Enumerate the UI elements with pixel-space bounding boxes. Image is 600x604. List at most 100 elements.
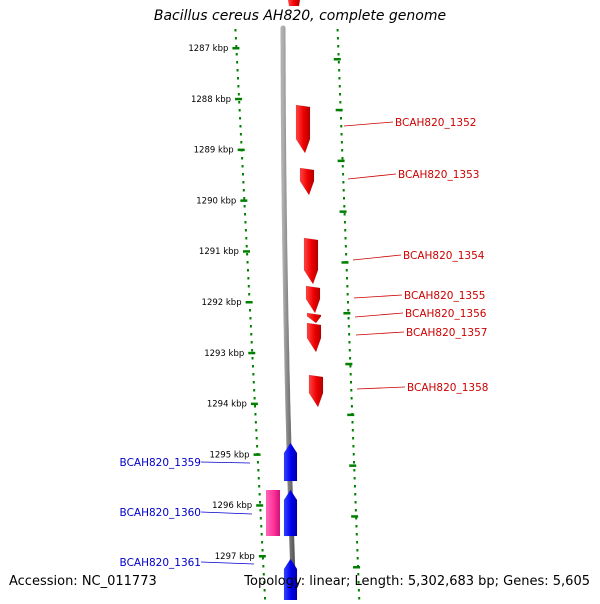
gene-arrow-reverse[interactable] xyxy=(283,489,298,537)
gene-label[interactable]: BCAH820_1356 xyxy=(405,308,487,320)
gene-arrow-forward[interactable] xyxy=(306,322,322,353)
ruler-dot xyxy=(349,373,352,376)
ruler-dot xyxy=(345,253,348,256)
ruler-dot xyxy=(258,485,261,488)
ruler-dot xyxy=(254,405,257,408)
ruler-dot xyxy=(242,189,245,192)
ruler-dot xyxy=(349,365,352,368)
ruler-dot xyxy=(241,173,244,176)
ruler-dot xyxy=(249,325,252,328)
ruler-dot xyxy=(255,437,258,440)
ruler-dot xyxy=(238,101,241,104)
gene-arrow-forward[interactable] xyxy=(308,374,324,408)
genome-summary-text: Topology: linear; Length: 5,302,683 bp; … xyxy=(244,574,590,589)
ruler-dot xyxy=(352,437,355,440)
gene-label[interactable]: BCAH820_1355 xyxy=(404,290,485,302)
ruler-dot xyxy=(249,309,252,312)
ruler-tick-label: 1293 kbp xyxy=(204,349,244,359)
ruler-tick-right xyxy=(343,312,351,315)
ruler-dot xyxy=(353,485,356,488)
ruler-dot xyxy=(349,357,352,360)
ruler-dot xyxy=(340,141,343,144)
ruler-dot xyxy=(341,149,344,152)
ruler-dot xyxy=(238,109,241,112)
gene-arrow-forward[interactable] xyxy=(303,237,319,285)
ruler-dot xyxy=(343,221,346,224)
gene-label[interactable]: BCAH820_1358 xyxy=(407,382,488,394)
ruler-tick-left xyxy=(256,504,264,507)
ruler-dot xyxy=(339,117,342,120)
gene-arrow-pink[interactable] xyxy=(266,490,280,536)
ruler-dot xyxy=(236,61,239,64)
ruler-dot xyxy=(345,269,348,272)
gene-label[interactable]: BCAH820_1359 xyxy=(120,457,201,469)
ruler-dot xyxy=(237,93,240,96)
gene-label-leader xyxy=(354,312,404,318)
ruler-dot xyxy=(348,333,351,336)
ruler-tick-label: 1292 kbp xyxy=(202,298,242,308)
ruler-dot xyxy=(337,45,340,48)
ruler-tick-right xyxy=(345,362,353,366)
gene-label[interactable]: BCAH820_1361 xyxy=(120,557,201,569)
ruler-dot xyxy=(239,133,242,136)
gene-arrow-forward[interactable] xyxy=(306,312,322,324)
ruler-dot xyxy=(236,77,239,80)
ruler-dot xyxy=(241,165,244,168)
ruler-tick-label: 1295 kbp xyxy=(209,450,249,460)
ruler-dot xyxy=(244,221,247,224)
ruler-dot xyxy=(254,421,257,424)
gene-label[interactable]: BCAH820_1360 xyxy=(120,507,201,519)
ruler-dot xyxy=(352,445,355,448)
gene-label-leader xyxy=(356,386,406,390)
gene-label[interactable]: BCAH820_1353 xyxy=(398,169,479,181)
ruler-dot xyxy=(342,181,345,184)
ruler-ticks: 1287 kbp 1288 kbp 1289 kbp 1290 kbp 1291 kbp… xyxy=(188,44,361,569)
ruler-dot xyxy=(235,53,238,56)
ruler-dot xyxy=(246,269,249,272)
ruler-dot xyxy=(338,85,341,88)
ruler-dot xyxy=(257,469,260,472)
ruler-dot xyxy=(341,165,344,168)
ruler-tick-label: 1297 kbp xyxy=(215,552,255,562)
ruler-dot xyxy=(261,549,264,552)
ruler-dot xyxy=(355,533,358,536)
accession-text: Accession: NC_011773 xyxy=(9,574,157,589)
ruler-dot xyxy=(241,157,244,160)
ruler-tick-right xyxy=(337,159,345,163)
ruler-tick-left xyxy=(250,402,258,406)
ruler-dot xyxy=(349,381,352,384)
ruler-dot xyxy=(342,173,345,176)
ruler-dot xyxy=(344,245,347,248)
ruler-dot xyxy=(344,237,347,240)
ruler-dot xyxy=(243,205,246,208)
ruler-tick-left xyxy=(258,555,266,558)
gene-label-leader xyxy=(343,121,394,127)
gene-arrow-reverse[interactable] xyxy=(283,442,298,482)
ruler-dot xyxy=(247,285,250,288)
ruler-tick-right xyxy=(333,58,341,61)
gene-arrow-partial[interactable] xyxy=(288,0,300,6)
ruler-dot xyxy=(340,133,343,136)
gene-arrow-forward[interactable] xyxy=(299,167,315,196)
ruler-dot xyxy=(346,277,349,280)
ruler-dot xyxy=(355,525,358,528)
gene-arrow-forward[interactable] xyxy=(295,104,311,154)
gene-label[interactable]: BCAH820_1352 xyxy=(395,117,476,129)
ruler-dot xyxy=(356,557,359,560)
ruler-dot xyxy=(246,253,249,256)
ruler-tick-label: 1287 kbp xyxy=(188,44,228,54)
ruler-dot xyxy=(237,85,240,88)
ruler-dot xyxy=(244,229,247,232)
ruler-dot xyxy=(234,37,237,40)
ruler-dot xyxy=(357,589,360,592)
ruler-dot xyxy=(261,541,264,544)
ruler-dot xyxy=(350,405,353,408)
ruler-dot xyxy=(244,213,247,216)
gene-label[interactable]: BCAH820_1357 xyxy=(406,327,487,339)
gene-arrow-forward[interactable] xyxy=(305,285,321,314)
gene-label[interactable]: BCAH820_1354 xyxy=(403,250,485,262)
ruler-dot xyxy=(338,69,341,72)
ruler-dot xyxy=(346,293,349,296)
